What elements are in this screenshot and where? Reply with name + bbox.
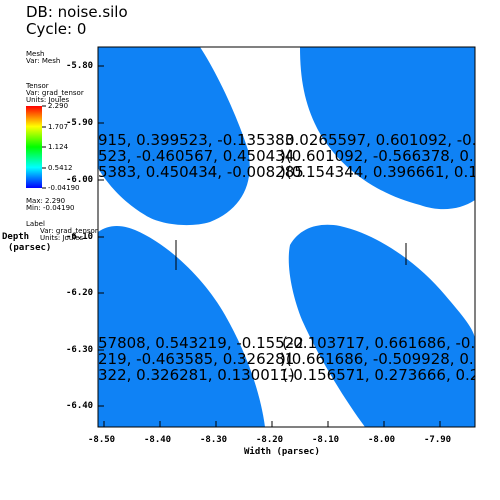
y-ticks bbox=[98, 65, 104, 407]
tensor-label-line: 0.0265597, 0.601092, -0.1 bbox=[285, 131, 475, 149]
tensor-label-line: 322, 0.326281, 0.130011) bbox=[98, 366, 295, 384]
x-tick-label: -8.40 bbox=[144, 435, 172, 445]
label-legend-title: Label bbox=[26, 220, 45, 228]
y-axis-label: Depth bbox=[2, 232, 30, 242]
y-tick-label: -6.20 bbox=[66, 288, 94, 298]
colorbar-tick-label: 0.5412 bbox=[48, 164, 73, 172]
tensor-label-line: 219, -0.463585, 0.326281 bbox=[98, 350, 295, 368]
x-tick-label: -8.20 bbox=[256, 435, 284, 445]
tensor-label-line: )(0.661686, -0.509928, 0.27 bbox=[280, 350, 475, 368]
x-tick-label: -8.30 bbox=[200, 435, 228, 445]
colorbar-tick-label: 2.290 bbox=[48, 102, 69, 110]
tensor-label-line: 57808, 0.543219, -0.15522 bbox=[98, 334, 304, 352]
tensor-legend-title: Tensor bbox=[26, 82, 49, 90]
x-tick-label: -8.50 bbox=[88, 435, 116, 445]
y-tick-label: -6.10 bbox=[66, 232, 94, 242]
mesh-legend-var: Var: Mesh bbox=[26, 57, 61, 65]
tensor-label-line: )(0.154344, 0.396661, 0.15 bbox=[280, 163, 475, 181]
label-overlay: 915, 0.399523, -0.135383 523, -0.460567,… bbox=[98, 47, 475, 427]
colorbar-tick-label: 1.124 bbox=[48, 143, 69, 151]
x-tick-label: -7.90 bbox=[424, 435, 452, 445]
x-axis-label: Width (parsec) bbox=[244, 447, 320, 457]
y-axis-label-units: (parsec) bbox=[8, 243, 52, 253]
tensor-label-line: (-0.103717, 0.661686, -0.1 bbox=[282, 334, 475, 352]
colorbar bbox=[26, 106, 42, 188]
field-region-top-left bbox=[98, 47, 250, 226]
mesh-legend-title: Mesh bbox=[26, 50, 45, 58]
field-region-bottom-right bbox=[288, 224, 475, 427]
tensor-label-line: )(0.601092, -0.566378, 0.39 bbox=[280, 147, 475, 165]
y-tick-label: -6.30 bbox=[66, 345, 94, 355]
colorbar-ticks bbox=[42, 105, 46, 189]
tensor-label-line: 5383, 0.450434, -0.008285 bbox=[98, 163, 304, 181]
x-ticks bbox=[103, 421, 441, 427]
field-region-top-right bbox=[300, 47, 475, 210]
label-legend-units: Units: Joules bbox=[40, 234, 84, 242]
label-legend-var: Var: grad_tensor bbox=[40, 227, 98, 235]
tensor-min: Min: -0.04190 bbox=[26, 204, 75, 212]
tensor-label-line: 915, 0.399523, -0.135383 bbox=[98, 131, 295, 149]
y-tick-label: -6.00 bbox=[66, 175, 94, 185]
y-tick-label: -5.80 bbox=[66, 61, 94, 71]
database-title: DB: noise.silo bbox=[26, 3, 128, 21]
tensor-max: Max: 2.290 bbox=[26, 197, 66, 205]
y-tick-label: -5.90 bbox=[66, 118, 94, 128]
x-tick-label: -8.00 bbox=[368, 435, 396, 445]
tensor-legend-units: Units: Joules bbox=[26, 96, 70, 104]
y-tick-label: -6.40 bbox=[66, 401, 94, 411]
tensor-legend-var: Var: grad_tensor bbox=[26, 89, 84, 97]
colorbar-tick-label: 1.707 bbox=[48, 123, 69, 131]
x-tick-label: -8.10 bbox=[312, 435, 340, 445]
tensor-label-line: (-0.156571, 0.273666, 0.28 bbox=[282, 366, 475, 384]
field-region-bottom-left bbox=[98, 226, 265, 427]
cycle-label: Cycle: 0 bbox=[26, 20, 87, 38]
tensor-label-line: 523, -0.460567, 0.450434 bbox=[98, 147, 295, 165]
colorbar-tick-label: -0.04190 bbox=[48, 184, 80, 192]
